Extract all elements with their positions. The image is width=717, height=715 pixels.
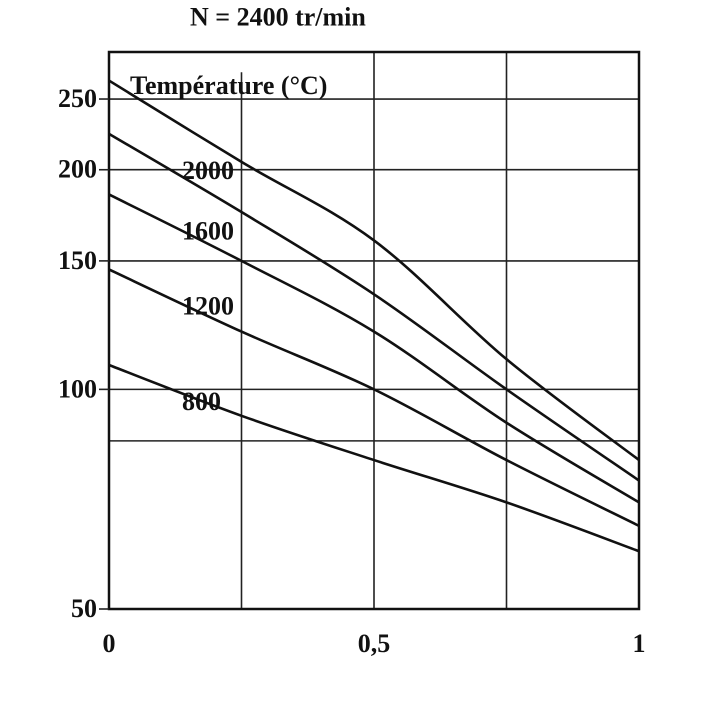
series-line [108,79,640,462]
y-tick-label: 150 [58,246,97,275]
series-label: N = 2400 tr/min [190,3,366,32]
y-tick-label: 100 [58,374,97,403]
y-tick-label: 200 [58,155,97,184]
x-tick-label: 0,5 [358,629,391,658]
tick-layer: 50 100 150 200 250 0 0,5 1 [58,84,646,658]
x-tick-label: 1 [633,629,646,658]
y-axis-label: Température (°C) [130,71,327,100]
series-label: 1600 [182,216,234,245]
series-label-layer: N = 2400 tr/min 2000 1600 1200 800 [182,3,366,416]
grid-layer [109,52,639,609]
y-tick-label: 250 [58,84,97,113]
curve-layer [108,79,640,553]
series-line [108,193,640,504]
series-line [108,268,640,528]
series-line [108,363,640,553]
x-tick-label: 0 [103,629,116,658]
plot-frame [107,50,641,611]
series-label: 1200 [182,291,234,320]
y-tick-label: 50 [71,594,97,623]
series-line [108,132,640,482]
series-label: 2000 [182,156,234,185]
series-label: 800 [182,387,221,416]
